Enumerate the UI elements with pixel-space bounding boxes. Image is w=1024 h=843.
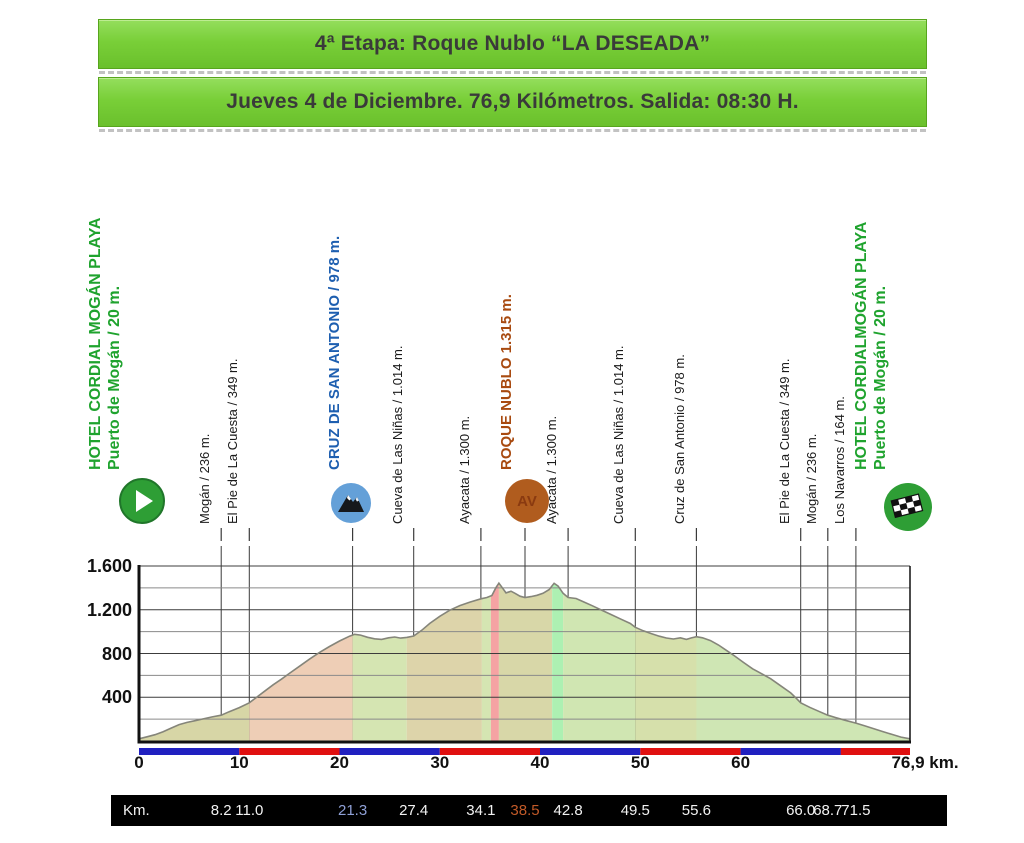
- road-section: [740, 748, 841, 755]
- road-section: [540, 748, 641, 755]
- road-section: [840, 748, 910, 755]
- summit-av-icon: AV: [505, 479, 549, 523]
- finish-hotel-name: HOTEL CORDIALMOGÁN PLAYA: [853, 221, 870, 470]
- waypoint-label: Cruz de San Antonio / 978 m.: [672, 354, 688, 524]
- av-icon-text: AV: [517, 492, 537, 510]
- finish-elevation-text: Puerto de Mogán / 20 m.: [872, 285, 889, 470]
- km-bar-value: 55.6: [681, 802, 711, 819]
- km-bar-value: 27.4: [399, 802, 429, 819]
- start-play-icon: [119, 478, 165, 524]
- y-tick-label: 1.200: [86, 599, 132, 620]
- road-section: [239, 748, 340, 755]
- road-section: [339, 748, 440, 755]
- km-bar-value: 21.3: [337, 802, 368, 819]
- x-tick-label: 60: [731, 753, 751, 772]
- profile-outline: [138, 581, 911, 740]
- mountain-glyph: [338, 495, 364, 512]
- waypoint-label: ROQUE NUBLO 1.315 m.: [498, 294, 515, 470]
- checkered-flag-glyph: [890, 493, 924, 519]
- km-bar-value: 8.2: [210, 802, 232, 819]
- road-section: [640, 748, 741, 755]
- x-tick-label: 0: [134, 753, 144, 772]
- x-tick-label: 20: [330, 753, 349, 772]
- km-bar-value: 38.5: [510, 802, 540, 819]
- stage-subtitle: Jueves 4 de Diciembre. 76,9 Kilómetros. …: [226, 90, 799, 113]
- x-tick-label: 50: [630, 753, 650, 772]
- waypoint-label: El Pie de La Cuesta / 349 m.: [776, 358, 792, 524]
- waypoint-label: Cueva de Las Niñas / 1.014 m.: [611, 345, 627, 525]
- waypoint-label: El Pie de La Cuesta / 349 m.: [225, 358, 241, 524]
- stage-title-banner: 4ª Etapa: Roque Nublo “LA DESEADA”: [98, 19, 927, 74]
- mountain-pass-icon: [331, 483, 371, 523]
- start-location-label: HOTEL CORDIAL MOGÁN PLAYA Puerto de Mogá…: [86, 218, 124, 470]
- waypoint-label: Mogán / 236 m.: [803, 433, 819, 524]
- km-bar-value: 49.5: [620, 802, 650, 819]
- play-triangle-icon: [136, 490, 153, 512]
- finish-checkered-flag-icon: [884, 483, 932, 531]
- km-distance-bar: Km. 8.2 11.0 21.3 27.4 34.1 38.5 42.8 49.5 55.6 6…: [111, 795, 947, 826]
- y-tick-label: 400: [101, 687, 132, 708]
- waypoint-label: Mogán / 236 m.: [197, 433, 213, 524]
- waypoint-label: Los Navarros / 164 m.: [831, 396, 847, 524]
- x-tick-label: 30: [430, 753, 450, 772]
- x-tick-label: 10: [229, 753, 249, 772]
- waypoint-label: Cueva de Las Niñas / 1.014 m.: [389, 345, 405, 525]
- road-section: [439, 748, 541, 755]
- stage-subtitle-banner: Jueves 4 de Diciembre. 76,9 Kilómetros. …: [98, 77, 927, 132]
- x-tick-label: 40: [530, 753, 550, 772]
- road-section: [139, 748, 240, 755]
- start-elevation-text: Puerto de Mogán / 20 m.: [106, 285, 123, 470]
- km-bar-label: Km.: [123, 802, 150, 819]
- km-bar-value: 42.8: [553, 802, 583, 819]
- x-tick-label: 76,9 km.: [891, 753, 959, 772]
- km-bar-value: 11.0: [235, 802, 264, 819]
- y-tick-label: 800: [101, 643, 132, 664]
- stage-title: 4ª Etapa: Roque Nublo “LA DESEADA”: [314, 32, 711, 55]
- km-bar-value: 66.0: [786, 802, 816, 819]
- km-bar-value: 71.5: [841, 802, 871, 819]
- start-hotel-name: HOTEL CORDIAL MOGÁN PLAYA: [87, 217, 104, 470]
- waypoint-label: CRUZ DE SAN ANTONIO / 978 m.: [325, 235, 343, 470]
- finish-location-label: HOTEL CORDIALMOGÁN PLAYA Puerto de Mogán…: [852, 222, 890, 470]
- km-bar-value: 34.1: [466, 802, 496, 819]
- y-tick-label: 1.600: [86, 556, 132, 576]
- km-bar-value: 68.7: [813, 802, 843, 819]
- waypoint-label: Ayacata / 1.300 m.: [456, 415, 472, 524]
